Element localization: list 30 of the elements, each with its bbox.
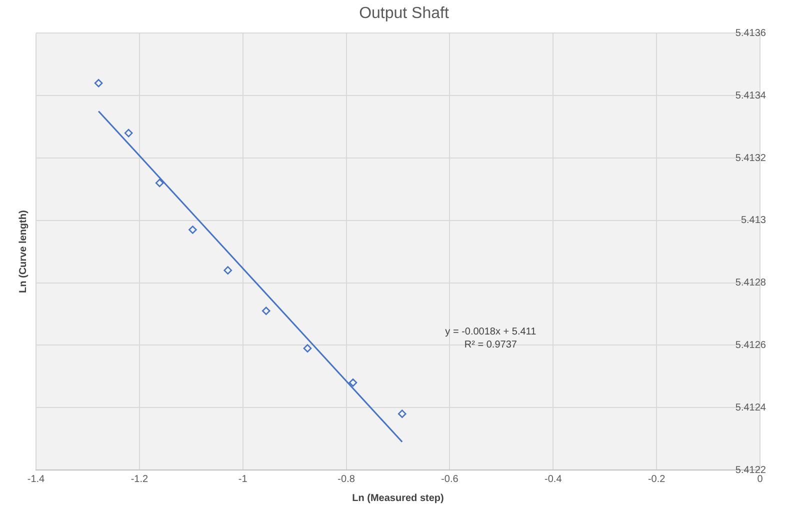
point <box>398 410 406 418</box>
y-tick-label: 5.4134 <box>735 90 766 102</box>
x-tick-label: -0.6 <box>441 474 459 485</box>
y-tick-label: 5.4122 <box>735 464 766 476</box>
point <box>188 226 197 234</box>
point <box>124 128 133 138</box>
point <box>224 266 232 274</box>
annotation: R² = 0.9737 <box>464 340 518 351</box>
point <box>262 306 270 316</box>
y-axis-title: Ln (Curve length) <box>18 210 29 293</box>
x-tick-label: -1.2 <box>130 474 148 485</box>
point <box>155 178 164 188</box>
x-axis-title: Ln (Measured step) <box>352 492 444 504</box>
y-tick-label: 5.413 <box>740 215 766 226</box>
y-tick-label: 5.4126 <box>735 340 766 351</box>
x-tick-label: -0.8 <box>338 474 356 485</box>
x-tick-label: -0.4 <box>544 474 562 485</box>
annotation: y = -0.0018x + 5.411 <box>445 326 537 338</box>
point <box>303 344 312 352</box>
chart-title: Output Shaft <box>359 5 450 22</box>
y-tick-label: 5.4136 <box>735 28 766 39</box>
y-tick-label: 5.4132 <box>735 152 766 164</box>
x-tick-label: 0 <box>757 474 764 485</box>
x-tick-label: -1 <box>238 474 248 485</box>
point <box>94 78 103 88</box>
x-tick-label: -0.2 <box>648 474 666 485</box>
y-tick-label: 5.4124 <box>735 402 766 414</box>
x-tick-label: -1.4 <box>27 474 46 485</box>
y-tick-label: 5.4128 <box>735 278 766 289</box>
point <box>348 378 358 387</box>
